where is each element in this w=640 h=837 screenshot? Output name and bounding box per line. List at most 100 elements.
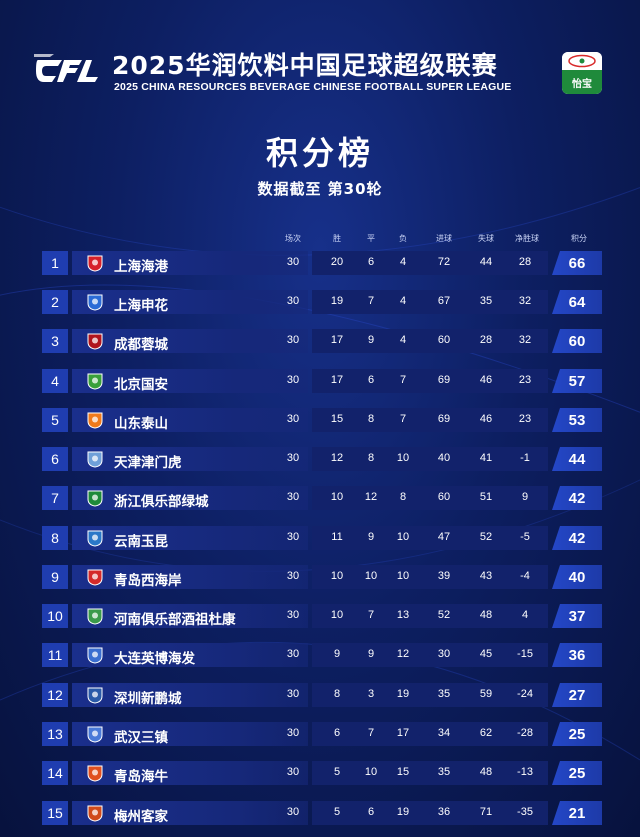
stat-goals-against: 48 [479,766,493,778]
team-crest-icon [87,530,103,547]
sponsor-badge: 怡宝 [562,52,602,94]
stat-won: 19 [330,295,344,307]
stat-drawn: 6 [367,806,375,818]
stat-goal-diff: 23 [518,374,532,386]
stat-goal-diff: 32 [518,295,532,307]
stat-goals-for: 47 [437,531,451,543]
stat-goals-for: 67 [437,295,451,307]
team-name-bar [72,290,308,314]
stat-drawn: 6 [367,256,375,268]
rank-badge: 10 [42,604,68,628]
table-row: 15 梅州客家 30 5 6 19 36 71 -35 21 [42,801,602,825]
table-row: 5 山东泰山 30 15 8 7 69 46 23 53 [42,408,602,432]
table-row: 8 云南玉昆 30 11 9 10 47 52 -5 42 [42,526,602,550]
points-badge: 36 [552,643,602,667]
points-badge: 57 [552,369,602,393]
team-name: 深圳新鹏城 [114,691,182,707]
stat-goals-for: 60 [437,491,451,503]
team-name: 浙江俱乐部绿城 [114,494,209,510]
stat-won: 10 [330,609,344,621]
stat-won: 15 [330,413,344,425]
team-name: 上海海港 [114,259,168,275]
stat-goals-for: 35 [437,766,451,778]
team-crest-icon [87,726,103,743]
stat-goals-against: 62 [479,727,493,739]
team-name-bar [72,526,308,550]
rank-badge: 8 [42,526,68,550]
stats-bar [312,565,548,589]
stat-drawn: 6 [367,374,375,386]
stat-goals-against: 28 [479,334,493,346]
rank-badge: 15 [42,801,68,825]
team-crest-icon [87,805,103,822]
stat-played: 30 [286,609,300,621]
stat-drawn: 10 [364,570,378,582]
col-header-points: 积分 [571,234,587,243]
team-name-bar [72,447,308,471]
stat-lost: 19 [396,806,410,818]
team-crest-icon [87,490,103,507]
stat-lost: 4 [399,334,407,346]
stats-bar [312,526,548,550]
points-badge: 66 [552,251,602,275]
rank-badge: 9 [42,565,68,589]
team-crest-icon [87,294,103,311]
stat-played: 30 [286,413,300,425]
stat-played: 30 [286,570,300,582]
stat-won: 11 [331,531,343,543]
points-badge: 37 [552,604,602,628]
stat-goals-against: 71 [479,806,493,818]
stat-won: 17 [330,374,344,386]
stat-played: 30 [286,806,300,818]
stat-lost: 4 [399,295,407,307]
team-name: 武汉三镇 [114,730,168,746]
col-header-lost: 负 [399,234,407,243]
stat-goals-for: 40 [437,452,451,464]
team-name-bar [72,329,308,353]
stat-goal-diff: -35 [517,806,533,818]
stat-played: 30 [286,531,300,543]
team-name: 大连英博海发 [114,651,195,667]
stat-lost: 10 [396,452,410,464]
league-title-en: 2025 CHINA RESOURCES BEVERAGE CHINESE FO… [114,81,512,93]
stat-won: 5 [333,806,341,818]
team-name: 梅州客家 [114,809,168,825]
rank-badge: 3 [42,329,68,353]
team-name-bar [72,722,308,746]
stat-played: 30 [286,491,300,503]
stat-won: 8 [333,688,341,700]
points-badge: 53 [552,408,602,432]
team-name-bar [72,801,308,825]
team-crest-icon [87,765,103,782]
stats-bar [312,643,548,667]
stat-goal-diff: -24 [517,688,533,700]
stat-won: 5 [333,766,341,778]
stat-goal-diff: -5 [520,531,530,543]
points-badge: 21 [552,801,602,825]
team-name-bar [72,408,308,432]
stat-goal-diff: -13 [517,766,533,778]
stats-bar [312,761,548,785]
stat-goals-against: 41 [479,452,493,464]
table-row: 2 上海申花 30 19 7 4 67 35 32 64 [42,290,602,314]
stat-played: 30 [286,766,300,778]
rank-badge: 11 [42,643,68,667]
league-title-cn: 2025华润饮料中国足球超级联赛 [112,51,498,80]
team-name: 山东泰山 [114,416,168,432]
stat-goals-against: 48 [479,609,493,621]
stat-goals-for: 69 [437,374,451,386]
stat-played: 30 [286,688,300,700]
points-badge: 25 [552,722,602,746]
points-badge: 42 [552,486,602,510]
stat-drawn: 12 [364,491,378,503]
stat-won: 12 [330,452,344,464]
stat-won: 20 [330,256,344,268]
stat-lost: 13 [396,609,410,621]
stat-played: 30 [286,648,300,660]
stat-played: 30 [286,334,300,346]
rank-badge: 12 [42,683,68,707]
stat-goals-against: 44 [479,256,493,268]
table-row: 4 北京国安 30 17 6 7 69 46 23 57 [42,369,602,393]
stat-lost: 19 [396,688,410,700]
stat-played: 30 [286,374,300,386]
